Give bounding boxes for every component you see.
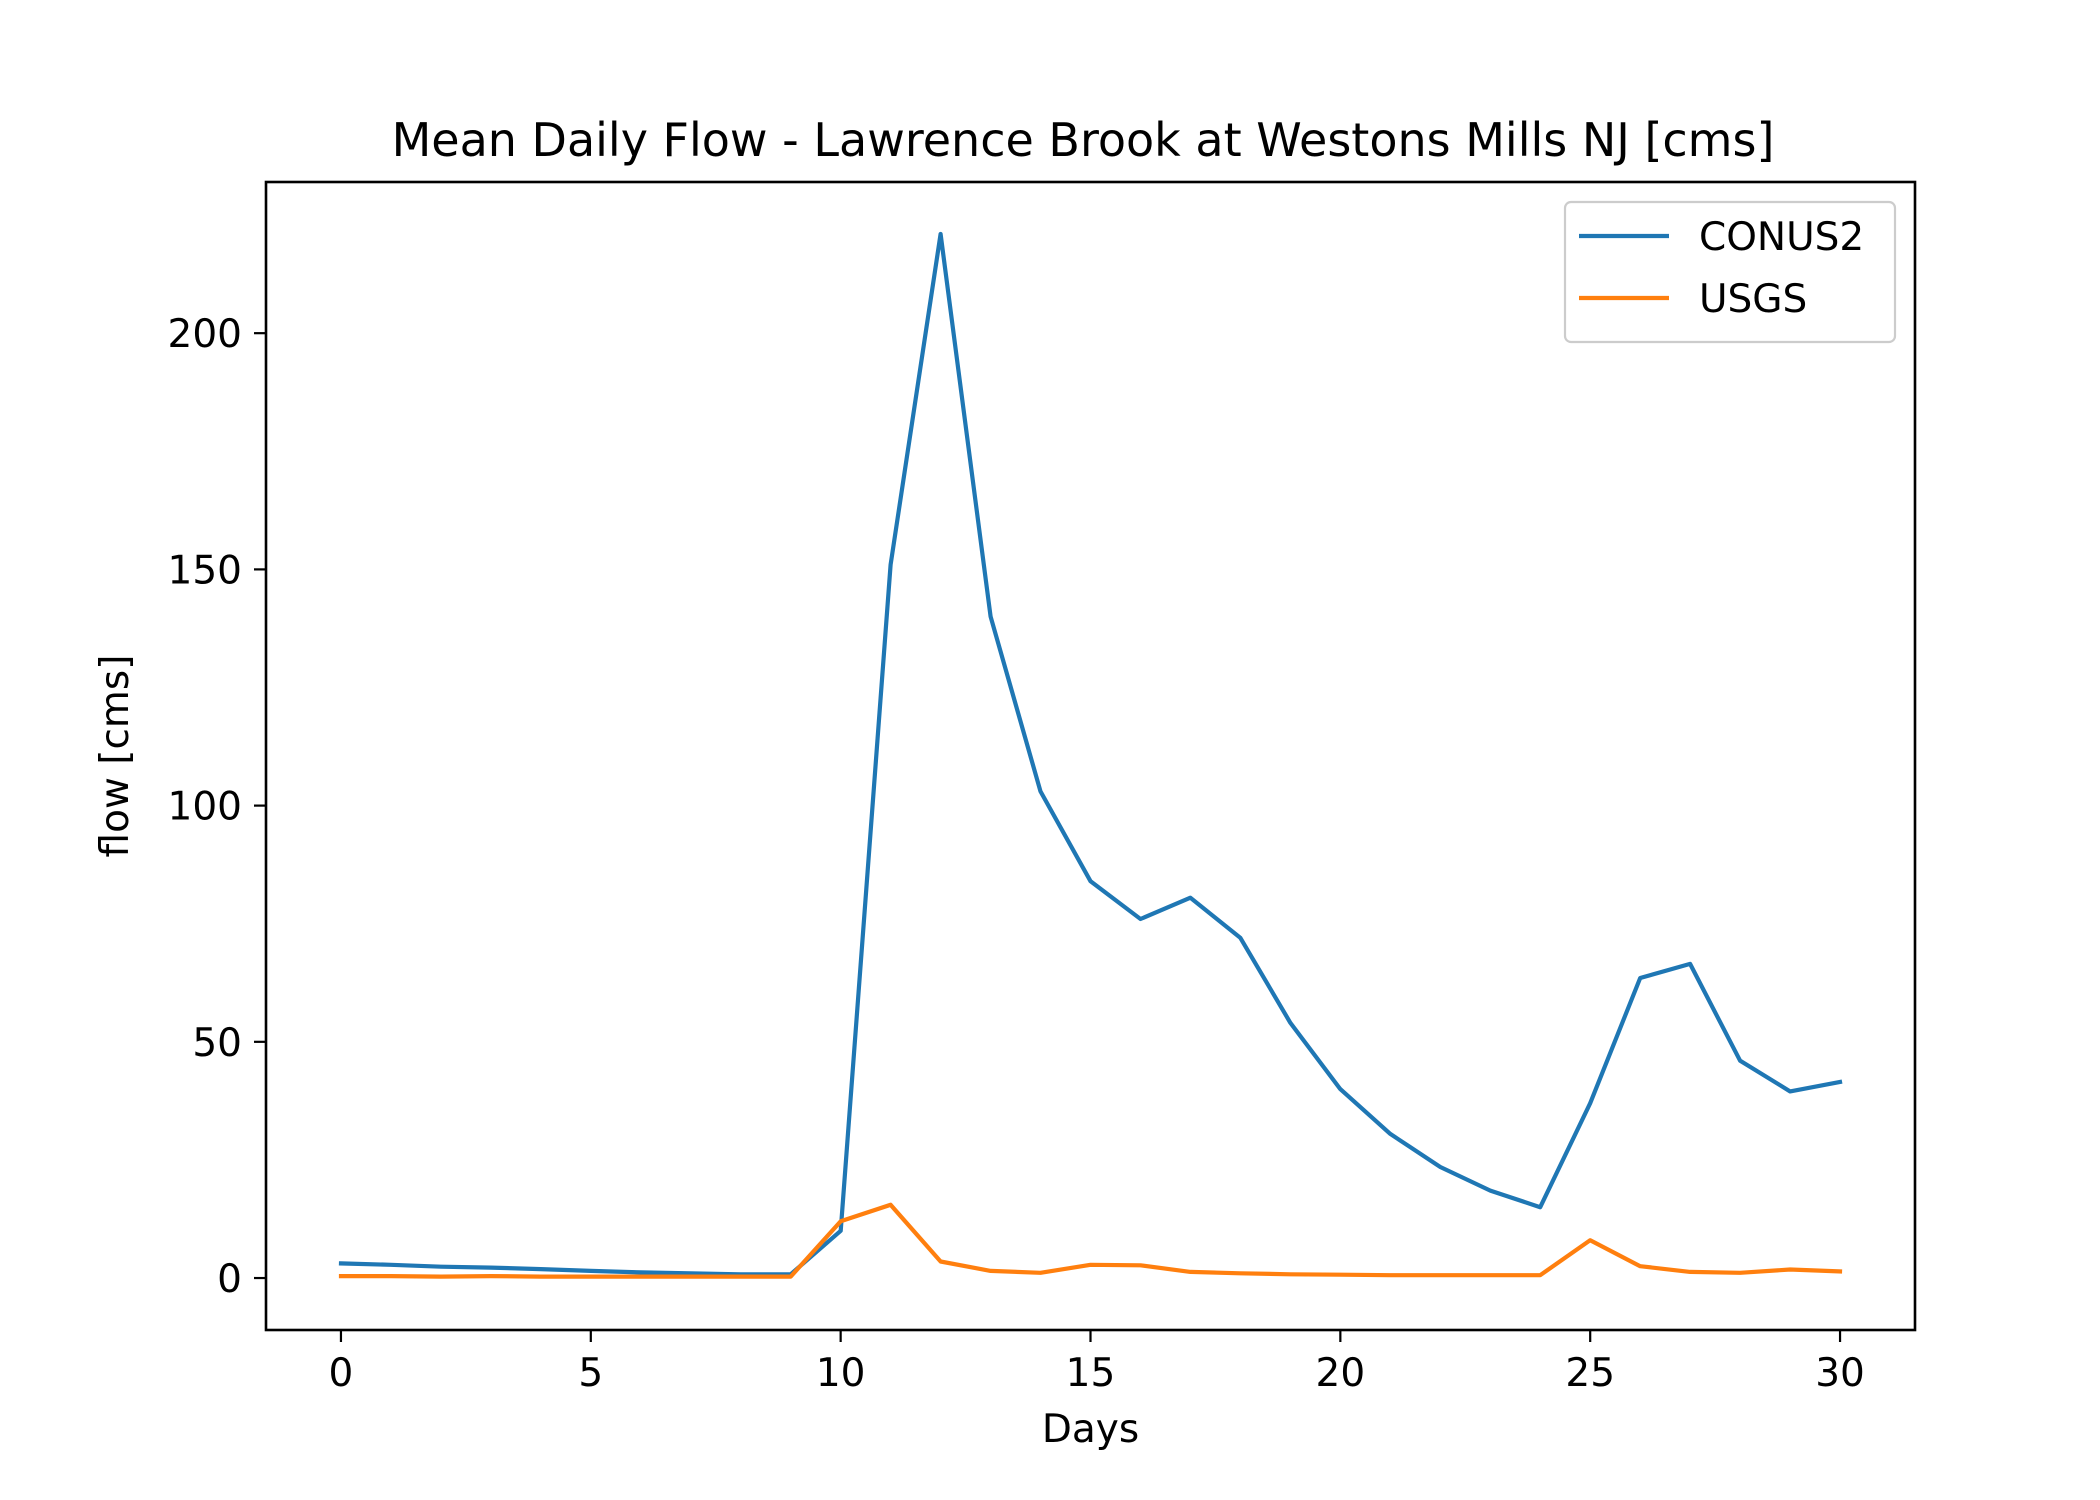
series-line-conus2 <box>338 231 1843 1277</box>
plot-frame <box>264 180 1917 1332</box>
y-tick-label: 100 <box>168 785 242 830</box>
legend-label-usgs: USGS <box>1699 277 1807 322</box>
y-axis: 0 50 100 150 200 <box>168 312 266 1302</box>
x-tick-label: 20 <box>1316 1351 1366 1396</box>
y-tick-label: 200 <box>168 312 242 357</box>
x-tick-label: 15 <box>1066 1351 1116 1396</box>
y-tick-label: 0 <box>217 1257 242 1302</box>
plot-area <box>338 231 1843 1279</box>
y-axis-title: flow [cms] <box>93 655 138 858</box>
x-axis-title: Days <box>1042 1407 1139 1452</box>
x-tick-label: 25 <box>1565 1351 1615 1396</box>
y-tick-label: 50 <box>192 1021 242 1066</box>
legend: CONUS2 USGS <box>1563 200 1897 344</box>
x-tick-label: 30 <box>1815 1351 1865 1396</box>
chart-title: Mean Daily Flow - Lawrence Brook at West… <box>392 113 1775 167</box>
x-tick-label: 0 <box>329 1351 354 1396</box>
x-axis: 0 5 10 15 20 25 30 <box>329 1330 1865 1396</box>
series-line-usgs <box>338 1202 1843 1279</box>
y-tick-label: 150 <box>168 548 242 593</box>
x-tick-label: 5 <box>578 1351 603 1396</box>
x-tick-label: 10 <box>816 1351 866 1396</box>
legend-label-conus2: CONUS2 <box>1699 215 1864 260</box>
